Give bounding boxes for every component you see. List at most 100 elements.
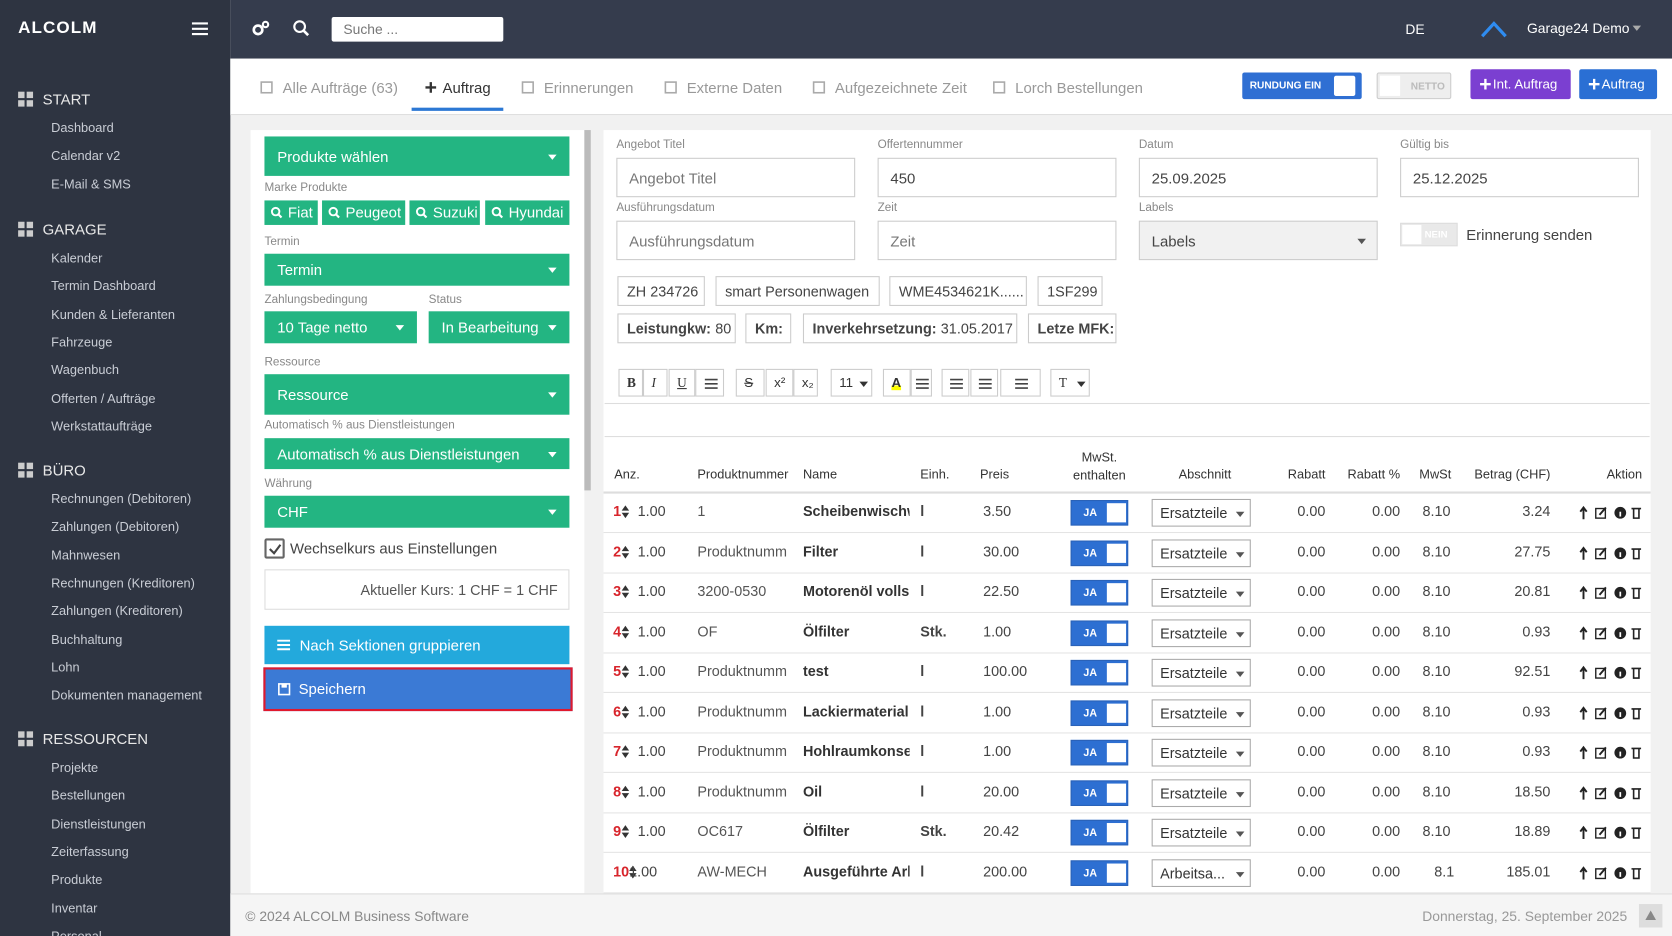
- section-select[interactable]: Ersatzteile: [1151, 738, 1251, 767]
- vat-toggle[interactable]: JA: [1070, 500, 1129, 526]
- brand-button[interactable]: Hyundai: [485, 200, 570, 225]
- nav-item[interactable]: Offerten / Aufträge: [51, 390, 156, 406]
- section-select[interactable]: Ersatzteile: [1151, 578, 1251, 607]
- select[interactable]: Labels: [1138, 220, 1378, 261]
- editor-button[interactable]: [695, 368, 725, 397]
- section-select[interactable]: Ersatzteile: [1151, 618, 1251, 647]
- section-select[interactable]: Ersatzteile: [1151, 658, 1251, 687]
- section-select[interactable]: Ersatzteile: [1151, 498, 1251, 527]
- net-toggle[interactable]: NETTO: [1376, 72, 1452, 100]
- scroll-top-button[interactable]: [1638, 904, 1663, 928]
- tab[interactable]: Alle Aufträge (63): [282, 78, 398, 96]
- brand-button[interactable]: Suzuki: [409, 200, 480, 225]
- nav-item[interactable]: Zahlungen (Debitoren): [51, 519, 180, 535]
- nav-item[interactable]: Dienstleistungen: [51, 816, 146, 832]
- select[interactable]: 10 Tage netto: [264, 311, 417, 344]
- section-select[interactable]: Ersatzteile: [1151, 778, 1251, 807]
- editor-button[interactable]: T: [1050, 368, 1090, 397]
- vat-toggle[interactable]: JA: [1070, 579, 1129, 606]
- editor-area[interactable]: [604, 402, 1650, 438]
- nav-item[interactable]: Personal: [51, 928, 102, 936]
- input[interactable]: Angebot Titel: [616, 157, 856, 198]
- select[interactable]: In Bearbeitung: [428, 311, 570, 344]
- tab[interactable]: Aufgezeichnete Zeit: [834, 78, 967, 96]
- tab[interactable]: Lorch Bestellungen: [1015, 78, 1143, 96]
- checkbox[interactable]: [264, 538, 285, 559]
- vat-toggle[interactable]: JA: [1070, 699, 1129, 726]
- nav-item[interactable]: Projekte: [51, 760, 99, 776]
- search-icon: [491, 206, 503, 219]
- tab[interactable]: Externe Daten: [686, 78, 783, 96]
- brand-button[interactable]: Fiat: [264, 200, 318, 225]
- vat-toggle[interactable]: JA: [1070, 739, 1129, 766]
- editor-button[interactable]: S: [735, 368, 765, 397]
- input[interactable]: 25.09.2025: [1138, 157, 1378, 198]
- editor-button[interactable]: U: [668, 368, 696, 397]
- editor-button[interactable]: B: [618, 368, 643, 397]
- input[interactable]: 450: [877, 157, 1117, 198]
- rounding-toggle[interactable]: RUNDUNG EIN: [1242, 72, 1362, 100]
- tab[interactable]: Auftrag: [442, 78, 491, 96]
- nav-item[interactable]: E-Mail & SMS: [51, 176, 131, 192]
- select[interactable]: Ressource: [264, 374, 570, 415]
- section-select[interactable]: Arbeitsa...: [1151, 858, 1251, 887]
- nav-item[interactable]: Produkte: [51, 872, 103, 888]
- nav-item[interactable]: Dokumenten management: [51, 687, 202, 703]
- nav-item[interactable]: Calendar v2: [51, 148, 121, 164]
- editor-button[interactable]: I: [642, 368, 668, 397]
- nav-item[interactable]: Rechnungen (Debitoren): [51, 491, 192, 507]
- discount: 0.00: [1297, 743, 1326, 760]
- select[interactable]: Termin: [264, 253, 570, 286]
- input[interactable]: Ausführungsdatum: [616, 220, 856, 261]
- vat-toggle[interactable]: JA: [1070, 859, 1129, 886]
- vat-toggle[interactable]: JA: [1070, 779, 1129, 806]
- editor-button[interactable]: x₂: [793, 368, 818, 397]
- vat-toggle[interactable]: JA: [1070, 659, 1129, 686]
- vat-toggle[interactable]: JA: [1070, 819, 1129, 846]
- section-select[interactable]: Ersatzteile: [1151, 698, 1251, 727]
- editor-button[interactable]: x²: [765, 368, 794, 397]
- editor-button[interactable]: [1000, 368, 1041, 397]
- select[interactable]: CHF: [264, 495, 570, 528]
- search-input[interactable]: Suche ...: [331, 17, 504, 42]
- order-button[interactable]: Auftrag: [1579, 69, 1658, 100]
- nav-item[interactable]: Rechnungen (Kreditoren): [51, 575, 195, 591]
- nav-item[interactable]: Wagenbuch: [51, 362, 120, 378]
- nav-item[interactable]: Zahlungen (Kreditoren): [51, 603, 183, 619]
- nav-item[interactable]: Bestellungen: [51, 788, 126, 804]
- nav-item[interactable]: Mahnwesen: [51, 547, 121, 563]
- vat-toggle[interactable]: JA: [1070, 539, 1129, 566]
- group-button[interactable]: Nach Sektionen gruppieren: [264, 625, 570, 665]
- editor-button[interactable]: [941, 368, 970, 397]
- nav-item[interactable]: Zeiterfassung: [51, 844, 129, 860]
- vat-toggle[interactable]: JA: [1070, 619, 1129, 646]
- save-button[interactable]: Speichern: [263, 667, 573, 712]
- internal-order-button[interactable]: Int. Auftrag: [1470, 69, 1571, 100]
- editor-button[interactable]: 11: [830, 368, 873, 397]
- nav-item[interactable]: Fahrzeuge: [51, 334, 113, 350]
- select[interactable]: Produkte wählen: [264, 136, 570, 176]
- nav-item[interactable]: Werkstattaufträge: [51, 418, 152, 434]
- nav-item[interactable]: Buchhaltung: [51, 631, 123, 647]
- editor-button[interactable]: [910, 368, 932, 397]
- editor-button[interactable]: A: [882, 368, 911, 397]
- section-select[interactable]: Ersatzteile: [1151, 538, 1251, 567]
- select[interactable]: Automatisch % aus Dienstleistungen: [264, 438, 570, 470]
- nav-item[interactable]: Lohn: [51, 659, 80, 675]
- nav-item[interactable]: Dashboard: [51, 120, 114, 136]
- user-name[interactable]: Garage24 Demo: [1526, 20, 1630, 37]
- editor-button[interactable]: [970, 368, 999, 397]
- section-select[interactable]: Ersatzteile: [1151, 818, 1251, 847]
- edit-icon: [1595, 626, 1607, 639]
- reminder-toggle[interactable]: NEIN: [1400, 222, 1458, 247]
- nav-item[interactable]: Termin Dashboard: [51, 278, 156, 294]
- language[interactable]: DE: [1405, 21, 1425, 38]
- input[interactable]: 25.12.2025: [1400, 157, 1639, 198]
- tab[interactable]: Erinnerungen: [543, 78, 634, 96]
- nav-item[interactable]: Inventar: [51, 900, 98, 916]
- nav-item[interactable]: Kalender: [51, 250, 103, 266]
- brand-button[interactable]: Peugeot: [322, 200, 406, 225]
- nav-item[interactable]: Kunden & Lieferanten: [51, 306, 175, 322]
- toggle-label: JA: [1083, 827, 1098, 840]
- input[interactable]: Zeit: [877, 220, 1117, 261]
